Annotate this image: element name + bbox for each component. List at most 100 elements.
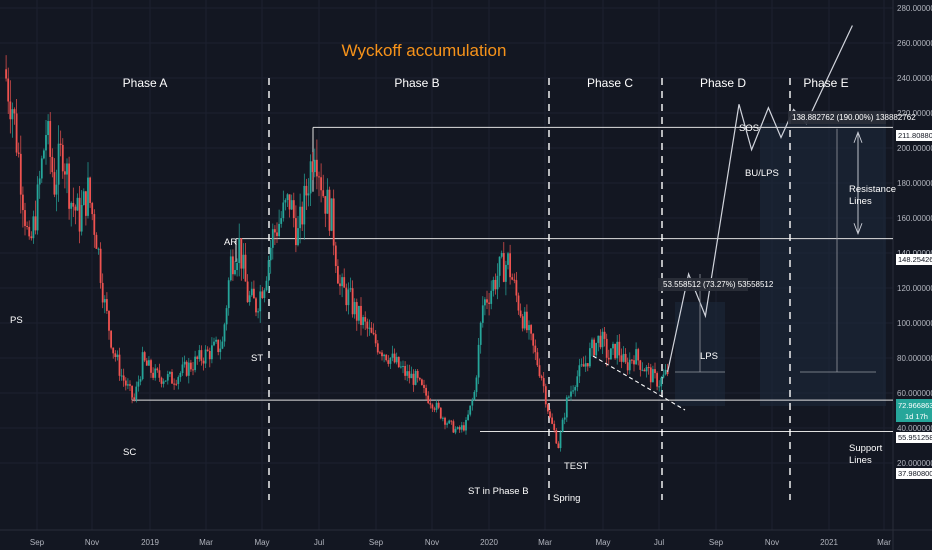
candle-body [639,360,642,370]
candle-body [295,218,297,246]
candle-body [301,206,304,225]
candle-body [330,198,333,231]
candle-body [240,238,243,269]
candle-body [5,69,7,79]
candle-body [64,171,66,175]
time-axis[interactable]: Sep Nov 2019 Mar May Jul Sep Nov 2020 Mar May Jul Se… [30,538,891,547]
y-tick-label: 120.000000 [897,284,932,293]
candle-body [133,397,136,400]
candle-body [38,178,41,185]
phase-d-label: Phase D [700,76,746,90]
large-measure-area [760,123,886,406]
candle-body [647,367,650,369]
candle-body [456,427,459,429]
candle-body [290,200,293,210]
candle-body [576,376,579,388]
candle-body [605,338,608,358]
candle-body [127,384,129,386]
candle-body [555,430,558,444]
resistance-lines-label-2: Lines [849,196,872,207]
candle-body [526,311,528,331]
candle-body [255,298,257,313]
price-tag-current-bg [896,399,932,422]
candle-body [322,190,325,197]
candle-body [517,295,520,311]
candle-body [236,262,238,271]
candle-body [372,332,375,335]
candle-body [402,365,404,367]
measure-shading [675,123,886,406]
candle-body [76,197,79,211]
candle-body [28,226,31,237]
candle-body [183,361,186,365]
candle-body [652,369,654,383]
candle-body [351,288,354,315]
phase-b-label: Phase B [394,76,439,90]
candle-body [334,245,337,267]
candle-body [208,350,211,360]
candle-body [547,404,549,412]
candle-body [479,322,482,345]
candle-body [57,143,60,185]
candle-body [32,216,35,239]
candle-body [486,299,488,303]
candle-body [568,396,570,398]
candle-body [22,194,24,211]
candle-body [530,325,532,334]
candle-body [190,362,192,370]
candle-body [17,152,20,154]
candle-body [355,302,358,321]
price-axis[interactable]: 280.000000 260.000000 240.000000 220.000000… [897,4,932,468]
candle-body [34,216,37,231]
event-ar-label: AR [224,237,237,248]
candle-body [284,200,287,203]
y-tick-label: 80.000000 [897,354,932,363]
candle-body [267,260,270,281]
candle-body [261,291,264,299]
candle-body [139,379,142,382]
candle-body [561,419,564,433]
candle-body [658,386,661,388]
candle-body [221,341,224,349]
candle-body [572,390,574,392]
candle-body [628,359,631,371]
y-tick-label: 140.000000 [897,249,932,258]
candle-body [187,362,190,376]
candle-body [202,360,205,364]
candle-body [444,417,446,425]
candle-body [89,177,91,203]
candle-body [580,364,583,366]
candle-body [381,352,383,357]
candle-body [328,189,331,231]
candle-body [196,356,199,359]
candle-body [297,228,299,246]
candle-body [574,387,577,391]
candle-body [305,185,308,196]
candle-body [339,283,341,287]
candle-body [664,369,667,375]
candle-body [612,343,614,349]
y-tick-label: 240.000000 [897,74,932,83]
candle-body [70,202,73,209]
candle-body [425,387,427,396]
candle-body [465,419,467,431]
candle-body [225,308,228,325]
candle-body [408,371,411,379]
x-tick-label: Mar [877,538,891,547]
candle-body [53,172,56,195]
candle-body [595,342,598,356]
x-tick-label: May [595,538,610,547]
price-tag-resistance-high-bg [896,130,932,141]
y-tick-label: 20.000000 [897,459,932,468]
candle-body [343,277,346,288]
candle-body [166,374,169,381]
candle-body [616,341,619,359]
candle-body [173,383,175,385]
small-measure-box [658,278,748,291]
candle-body [538,365,541,377]
x-tick-label: Nov [425,538,439,547]
candle-body [156,368,159,371]
candle-body [45,135,47,151]
candle-body [654,369,656,374]
